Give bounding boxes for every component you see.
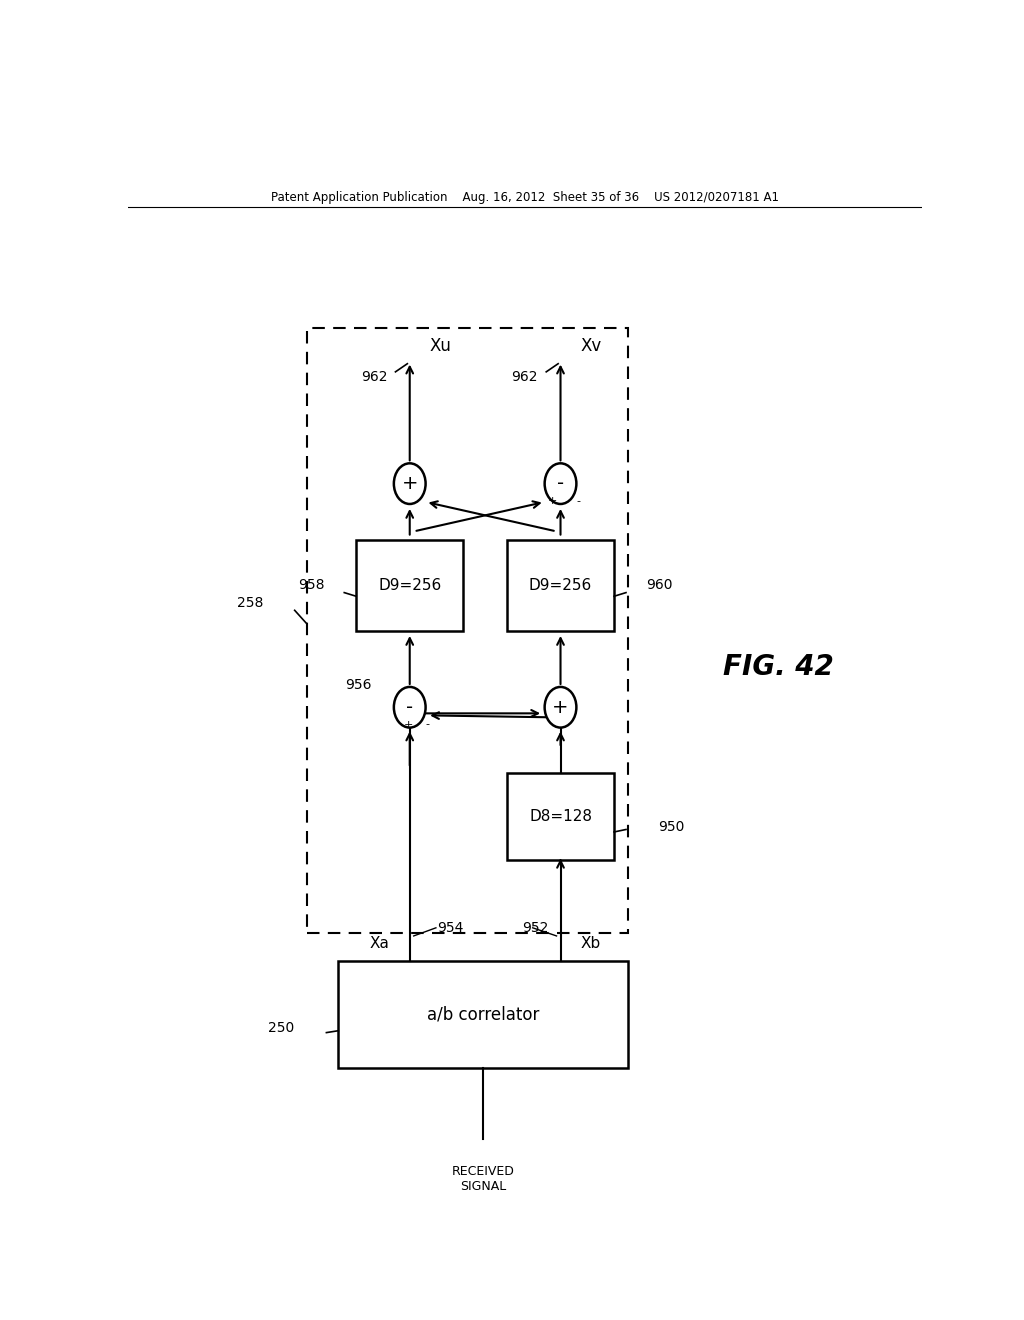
Text: FIG. 42: FIG. 42: [723, 652, 835, 681]
Text: 950: 950: [657, 820, 684, 834]
Text: 258: 258: [237, 597, 263, 610]
Bar: [356, 540, 463, 631]
Circle shape: [394, 463, 426, 504]
Bar: [338, 961, 628, 1068]
Text: -: -: [425, 719, 429, 730]
Text: Xa: Xa: [370, 936, 390, 950]
Circle shape: [545, 686, 577, 727]
Bar: [507, 774, 614, 859]
Text: D9=256: D9=256: [528, 578, 592, 593]
Text: +: +: [401, 474, 418, 494]
Text: 960: 960: [646, 578, 673, 593]
Circle shape: [394, 686, 426, 727]
Text: D9=256: D9=256: [378, 578, 441, 593]
Text: 958: 958: [298, 578, 325, 593]
Bar: [507, 540, 614, 631]
Text: RECEIVED
SIGNAL: RECEIVED SIGNAL: [452, 1164, 515, 1193]
Bar: [306, 329, 628, 933]
Text: -: -: [575, 496, 580, 506]
Text: a/b correlator: a/b correlator: [427, 1006, 540, 1024]
Text: Patent Application Publication    Aug. 16, 2012  Sheet 35 of 36    US 2012/02071: Patent Application Publication Aug. 16, …: [270, 190, 779, 203]
Text: Xv: Xv: [581, 338, 602, 355]
Text: 962: 962: [360, 370, 387, 384]
Text: 956: 956: [345, 678, 372, 692]
Circle shape: [545, 463, 577, 504]
Text: 952: 952: [522, 921, 549, 935]
Text: 250: 250: [268, 1020, 295, 1035]
Text: +: +: [548, 496, 557, 506]
Text: +: +: [552, 698, 568, 717]
Text: +: +: [404, 719, 414, 730]
Text: D8=128: D8=128: [529, 809, 592, 824]
Text: -: -: [557, 474, 564, 494]
Text: Xu: Xu: [430, 338, 452, 355]
Text: -: -: [407, 698, 414, 717]
Text: Xb: Xb: [581, 936, 601, 950]
Text: 954: 954: [437, 921, 464, 935]
Text: 962: 962: [512, 370, 538, 384]
